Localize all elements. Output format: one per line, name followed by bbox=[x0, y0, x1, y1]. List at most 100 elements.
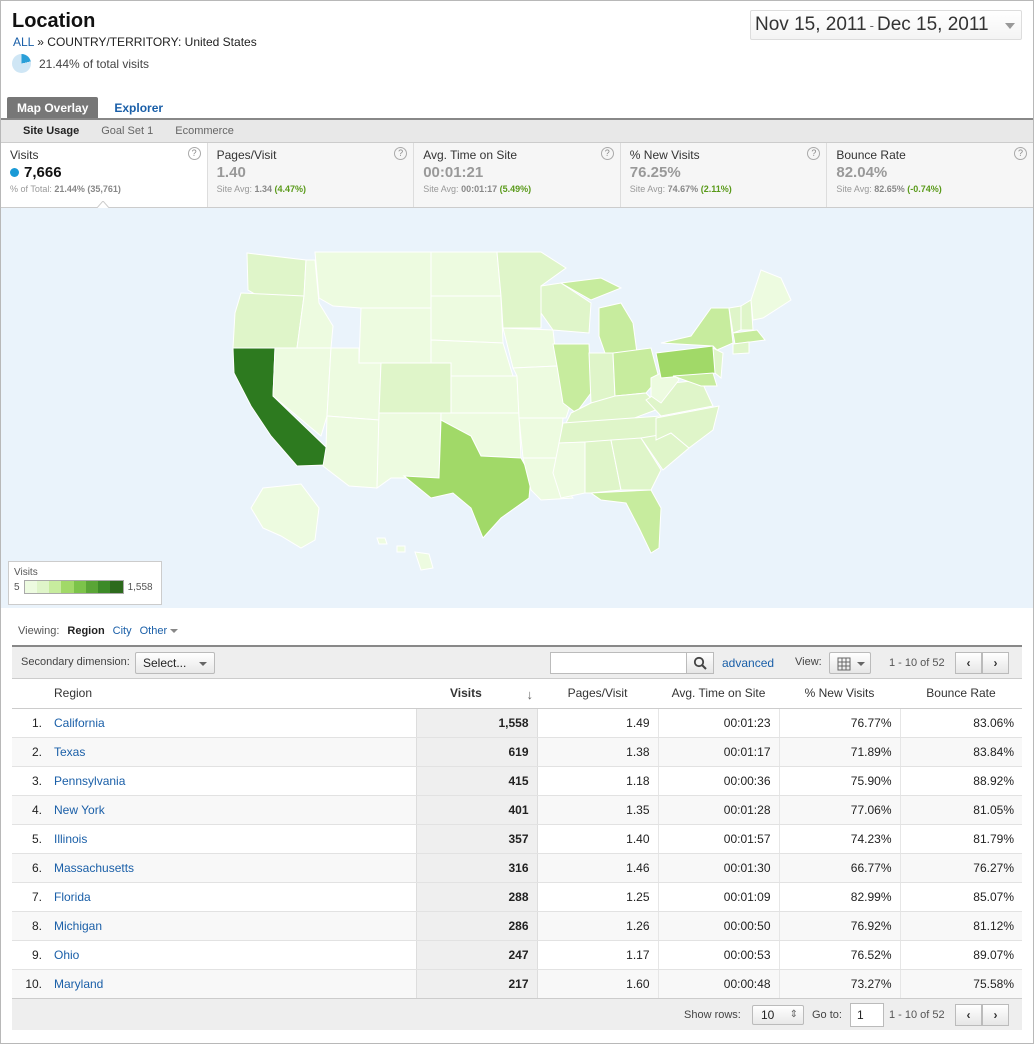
page-title: Location bbox=[12, 10, 96, 32]
advanced-filter-link[interactable]: advanced bbox=[722, 656, 775, 670]
row-region-link[interactable]: California bbox=[54, 715, 105, 730]
view-type-button[interactable] bbox=[829, 652, 871, 674]
header-bounce-rate[interactable]: Bounce Rate bbox=[900, 679, 1022, 709]
row-avg-time-cell: 00:01:28 bbox=[658, 795, 780, 825]
row-region-cell: Texas bbox=[46, 737, 416, 767]
goto-label: Go to: bbox=[812, 1009, 842, 1021]
state-north-dakota bbox=[430, 251, 502, 297]
row-region-cell: Michigan bbox=[46, 911, 416, 941]
metric-new-visits[interactable]: % New Visits 76.25% Site Avg: 74.67% (2.… bbox=[620, 143, 828, 207]
row-pages-per-visit-cell: 1.40 bbox=[537, 824, 659, 854]
row-bounce-rate-cell: 81.05% bbox=[900, 795, 1022, 825]
row-region-link[interactable]: Illinois bbox=[54, 831, 88, 846]
row-pages-per-visit-cell: 1.46 bbox=[537, 853, 659, 883]
footer-pagination-range: 1 - 10 of 52 bbox=[889, 1009, 945, 1021]
secondary-dimension-select[interactable]: Select... bbox=[135, 652, 215, 674]
us-map-svg[interactable] bbox=[1, 208, 1033, 608]
row-bounce-rate-cell: 88.92% bbox=[900, 766, 1022, 796]
metric-pages-per-visit[interactable]: Pages/Visit 1.40 Site Avg: 1.34 (4.47%) … bbox=[207, 143, 415, 207]
help-icon[interactable]: ? bbox=[394, 147, 408, 160]
state-maine bbox=[750, 269, 792, 321]
table-row: 6. Massachusetts 316 1.46 00:01:30 66.77% 76.2… bbox=[12, 853, 1022, 883]
row-bounce-rate-cell: 89.07% bbox=[900, 940, 1022, 970]
state-north-carolina bbox=[655, 405, 720, 449]
row-new-visits-cell: 74.23% bbox=[779, 824, 901, 854]
header-new-visits[interactable]: % New Visits bbox=[779, 679, 900, 709]
region-table: Region Visits ↓ Pages/Visit Avg. Time on … bbox=[12, 679, 1022, 999]
table-row: 5. Illinois 357 1.40 00:01:57 74.23% 81.79% bbox=[12, 824, 1022, 854]
metric-avg-time[interactable]: Avg. Time on Site 00:01:21 Site Avg: 00:… bbox=[414, 143, 621, 207]
row-region-cell: Florida bbox=[46, 882, 416, 912]
metric-bounce-rate[interactable]: Bounce Rate 82.04% Site Avg: 82.65% (-0.… bbox=[827, 143, 1033, 207]
header-avg-time[interactable]: Avg. Time on Site bbox=[658, 679, 779, 709]
row-region-link[interactable]: Florida bbox=[54, 889, 91, 904]
row-region-cell: New York bbox=[46, 795, 416, 825]
dimension-region[interactable]: Region bbox=[67, 625, 105, 637]
header-visits[interactable]: Visits ↓ bbox=[416, 679, 537, 709]
breadcrumb-all-link[interactable]: ALL bbox=[13, 35, 34, 49]
date-end: Dec 15, 2011 bbox=[876, 14, 989, 35]
state-alabama bbox=[584, 439, 622, 494]
row-index-cell: 9. bbox=[12, 940, 46, 970]
state-texas bbox=[402, 419, 532, 539]
row-region-link[interactable]: New York bbox=[54, 802, 105, 817]
search-button[interactable] bbox=[686, 652, 714, 674]
subtab-site-usage[interactable]: Site Usage bbox=[23, 124, 80, 137]
help-icon[interactable]: ? bbox=[1013, 147, 1027, 160]
dimension-city[interactable]: City bbox=[112, 625, 132, 637]
state-michigan bbox=[598, 302, 638, 354]
table-footer: Show rows: 10 Go to: 1 1 - 10 of 52 ‹ › bbox=[12, 998, 1022, 1030]
metric-label: Visits bbox=[10, 148, 39, 162]
table-controls: Secondary dimension: Select... advanced … bbox=[12, 645, 1022, 679]
row-region-link[interactable]: Pennsylvania bbox=[54, 773, 126, 788]
date-range-picker[interactable]: Nov 15, 2011 - Dec 15, 2011 bbox=[750, 10, 1022, 40]
row-region-link[interactable]: Michigan bbox=[54, 918, 103, 933]
state-south-dakota bbox=[430, 295, 504, 344]
row-region-link[interactable]: Massachusetts bbox=[54, 860, 135, 875]
subtab-ecommerce[interactable]: Ecommerce bbox=[175, 124, 234, 137]
subtab-goal-set-1[interactable]: Goal Set 1 bbox=[101, 124, 154, 137]
help-icon[interactable]: ? bbox=[600, 147, 614, 160]
row-visits-cell: 217 bbox=[415, 969, 538, 999]
state-oregon bbox=[232, 292, 305, 349]
row-visits-cell: 286 bbox=[415, 911, 538, 941]
row-index-cell: 6. bbox=[12, 853, 46, 883]
row-region-link[interactable]: Ohio bbox=[54, 947, 80, 962]
footer-prev-page-button[interactable]: ‹ bbox=[955, 1004, 982, 1026]
date-separator: - bbox=[869, 17, 874, 33]
help-icon[interactable]: ? bbox=[807, 147, 821, 160]
footer-next-page-button[interactable]: › bbox=[982, 1004, 1009, 1026]
next-page-button[interactable]: › bbox=[982, 652, 1009, 674]
row-region-cell: Maryland bbox=[46, 969, 416, 999]
dimension-selector: Viewing: Region City Other bbox=[18, 625, 179, 637]
row-pages-per-visit-cell: 1.60 bbox=[537, 969, 659, 999]
row-avg-time-cell: 00:01:30 bbox=[658, 853, 780, 883]
metric-value: 7,666 bbox=[10, 164, 198, 181]
dimension-other[interactable]: Other bbox=[140, 625, 179, 637]
us-map[interactable] bbox=[1, 208, 1033, 608]
selected-metric-pointer bbox=[96, 201, 110, 209]
state-washington bbox=[246, 252, 307, 297]
row-bounce-rate-cell: 83.84% bbox=[900, 737, 1022, 767]
table-row: 7. Florida 288 1.25 00:01:09 82.99% 85.07% bbox=[12, 882, 1022, 912]
goto-input[interactable]: 1 bbox=[850, 1003, 884, 1027]
help-icon[interactable]: ? bbox=[187, 147, 201, 160]
header-pages-per-visit[interactable]: Pages/Visit bbox=[537, 679, 658, 709]
table-search-input[interactable] bbox=[550, 652, 687, 674]
tab-map-overlay[interactable]: Map Overlay bbox=[7, 97, 99, 119]
prev-page-button[interactable]: ‹ bbox=[955, 652, 982, 674]
state-connecticut bbox=[732, 341, 750, 355]
row-region-link[interactable]: Maryland bbox=[54, 976, 104, 991]
show-rows-select[interactable]: 10 bbox=[752, 1005, 804, 1025]
row-avg-time-cell: 00:00:36 bbox=[658, 766, 780, 796]
row-region-link[interactable]: Texas bbox=[54, 744, 86, 759]
header-region[interactable]: Region bbox=[46, 679, 416, 709]
tab-explorer[interactable]: Explorer bbox=[114, 101, 164, 115]
row-index-cell: 3. bbox=[12, 766, 46, 796]
metric-visits[interactable]: Visits 7,666 % of Total: 21.44% (35,761)… bbox=[1, 143, 208, 207]
state-hawaii bbox=[376, 537, 434, 571]
state-georgia bbox=[610, 437, 662, 491]
legend-max: 1,558 bbox=[127, 581, 153, 593]
state-michigan-up bbox=[559, 277, 623, 301]
pagination: ‹ › bbox=[955, 652, 1009, 674]
